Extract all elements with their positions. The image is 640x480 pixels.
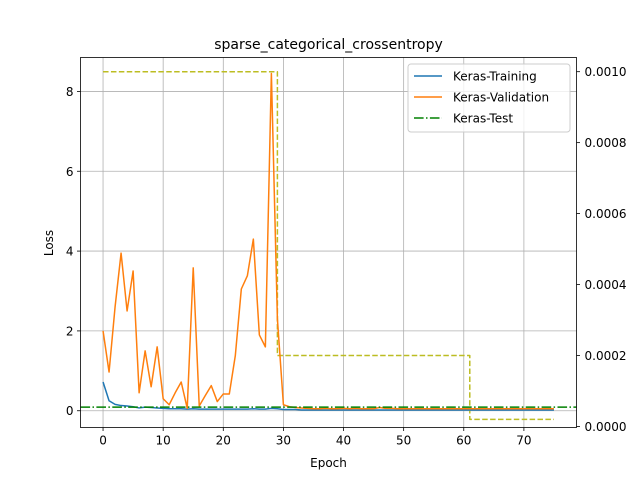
- legend-label: Keras-Training: [453, 70, 537, 84]
- y2-tick-label: 0.0010: [585, 65, 627, 79]
- y-axis-right: 0.0000 0.0002 0.0004 0.0006 0.0008 0.0010: [576, 65, 627, 434]
- y-tick-label: 8: [66, 85, 74, 99]
- x-tick-label: 50: [396, 434, 411, 448]
- y2-tick-label: 0.0006: [585, 207, 627, 221]
- legend-box: [407, 63, 571, 133]
- y-tick-label: 6: [66, 165, 74, 179]
- series-line-keras-validation: [102, 72, 554, 410]
- legend-label: Keras-Validation: [453, 91, 549, 105]
- series-line-keras-training: [102, 381, 554, 411]
- y2-tick-label: 0.0008: [585, 136, 627, 150]
- y-tick-label: 4: [66, 245, 74, 259]
- x-tick-label: 70: [516, 434, 531, 448]
- x-tick-label: 20: [216, 434, 231, 448]
- x-tick-label: 10: [156, 434, 171, 448]
- plot-frame: [80, 57, 577, 428]
- x-axis-title: Epoch: [310, 456, 347, 470]
- y-axis-left: 0 2 4 6 8: [66, 85, 81, 418]
- legend: Keras-Training Keras-Validation Keras-Test: [407, 63, 571, 133]
- y-tick-label: 0: [66, 404, 74, 418]
- x-tick-label: 0: [99, 434, 107, 448]
- y2-tick-label: 0.0002: [585, 349, 627, 363]
- series-line-learning-rate: [103, 70, 554, 421]
- x-axis: 0 10 20 30 40 50 60 70: [99, 427, 532, 448]
- x-tick-label: 60: [456, 434, 471, 448]
- y2-tick-label: 0.0000: [585, 420, 627, 434]
- series-layer: [80, 70, 577, 421]
- y-axis-title: Loss: [42, 230, 56, 256]
- x-tick-label: 30: [276, 434, 291, 448]
- legend-label: Keras-Test: [453, 112, 513, 126]
- chart-title: sparse_categorical_crossentropy: [214, 37, 443, 53]
- y2-tick-label: 0.0004: [585, 278, 627, 292]
- x-tick-label: 40: [336, 434, 351, 448]
- y-tick-label: 2: [66, 324, 74, 338]
